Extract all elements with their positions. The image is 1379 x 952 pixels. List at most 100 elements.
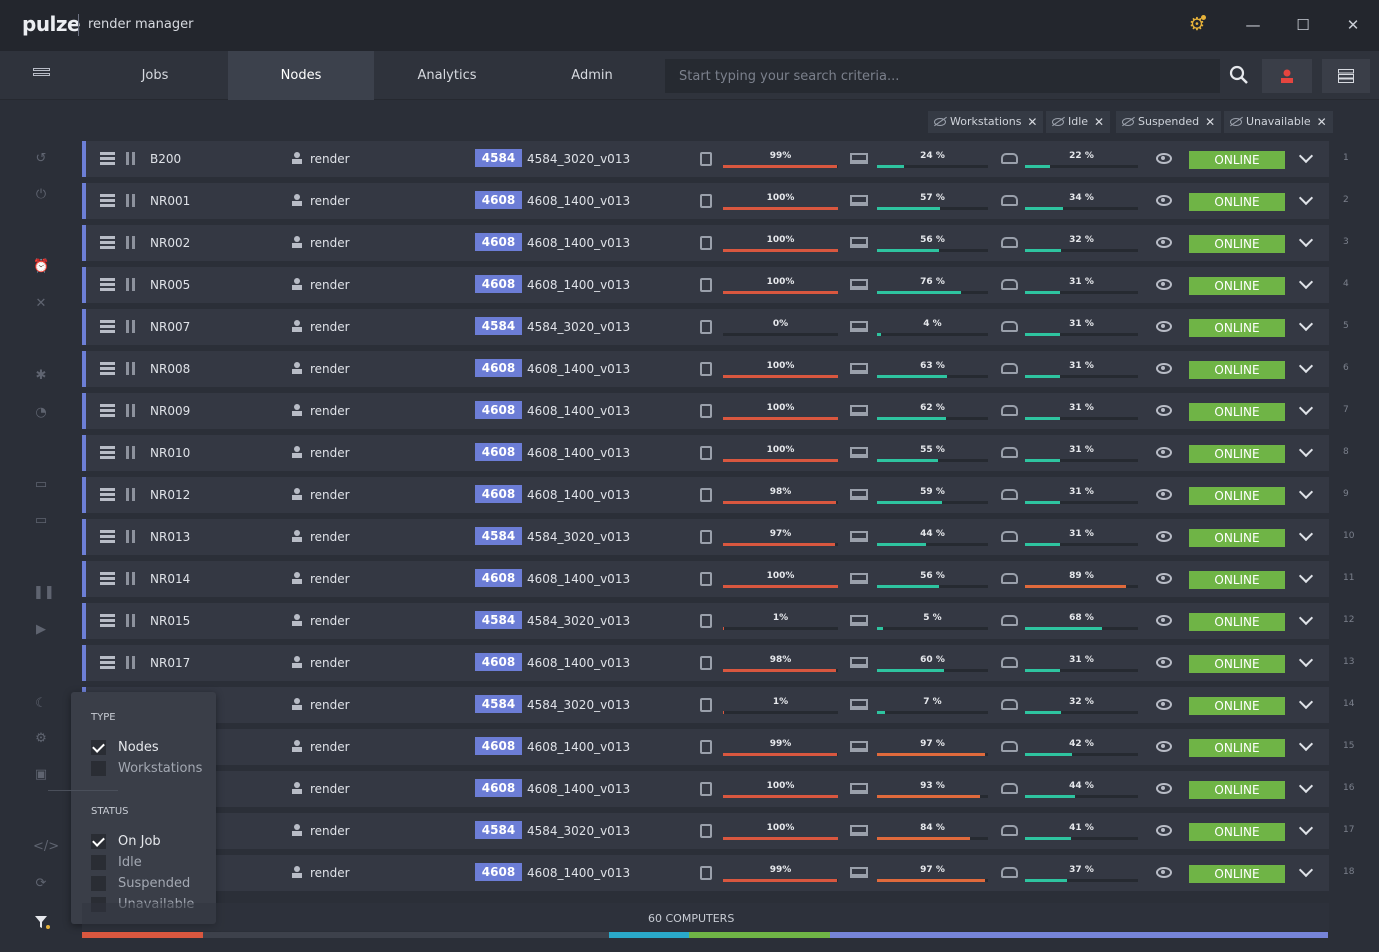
chevron-down-icon[interactable] bbox=[1298, 190, 1314, 206]
node-row[interactable]: NR012 render 4608 4608_1400_v013 98% 59 … bbox=[82, 477, 1349, 513]
job-id-badge[interactable]: 4584 bbox=[475, 821, 522, 839]
pause-node-icon[interactable] bbox=[126, 530, 135, 543]
job-id-badge[interactable]: 4608 bbox=[475, 779, 522, 797]
job-name[interactable]: 4584_3020_v013 bbox=[527, 530, 631, 544]
play-icon[interactable]: ▶ bbox=[36, 622, 46, 637]
job-id-badge[interactable]: 4584 bbox=[475, 527, 522, 545]
node-row[interactable]: NR007 render 4584 4584_3020_v013 0% 4 % … bbox=[82, 309, 1349, 345]
chevron-down-icon[interactable] bbox=[1298, 316, 1314, 332]
view-eye-icon[interactable] bbox=[1156, 867, 1172, 878]
job-name[interactable]: 4608_1400_v013 bbox=[527, 866, 631, 880]
chevron-down-icon[interactable] bbox=[1298, 358, 1314, 374]
filter-chip-workstations[interactable]: Workstations ✕ bbox=[928, 111, 1044, 133]
server-view-button[interactable] bbox=[1322, 59, 1370, 93]
view-eye-icon[interactable] bbox=[1156, 237, 1172, 248]
job-id-badge[interactable]: 4608 bbox=[475, 275, 522, 293]
job-name[interactable]: 4584_3020_v013 bbox=[527, 320, 631, 334]
filter-chip-idle[interactable]: Idle ✕ bbox=[1046, 111, 1111, 133]
chevron-down-icon[interactable] bbox=[1298, 274, 1314, 290]
type-option-nodes[interactable]: Nodes bbox=[91, 740, 159, 755]
job-name[interactable]: 4608_1400_v013 bbox=[527, 194, 631, 208]
view-eye-icon[interactable] bbox=[1156, 573, 1172, 584]
node-row[interactable]: render 4608 4608_1400_v013 99% 97 % 37 %… bbox=[82, 855, 1354, 891]
pause-node-icon[interactable] bbox=[126, 572, 135, 585]
chevron-down-icon[interactable] bbox=[1298, 610, 1314, 626]
minimize-button[interactable]: — bbox=[1245, 16, 1261, 34]
code-icon[interactable]: </> bbox=[33, 839, 60, 854]
node-row[interactable]: render 4608 4608_1400_v013 99% 97 % 42 %… bbox=[82, 729, 1354, 765]
pause-node-icon[interactable] bbox=[126, 404, 135, 417]
user-button[interactable] bbox=[1262, 59, 1312, 93]
view-eye-icon[interactable] bbox=[1156, 363, 1172, 374]
view-eye-icon[interactable] bbox=[1156, 531, 1172, 542]
job-name[interactable]: 4584_3020_v013 bbox=[527, 824, 631, 838]
node-row[interactable]: B200 render 4584 4584_3020_v013 99% 24 %… bbox=[82, 141, 1349, 177]
undo-icon[interactable]: ↺ bbox=[35, 151, 47, 166]
alarm-icon[interactable]: ⏰ bbox=[33, 259, 50, 274]
pause-node-icon[interactable] bbox=[126, 362, 135, 375]
job-name[interactable]: 4608_1400_v013 bbox=[527, 404, 631, 418]
tab-jobs[interactable]: Jobs bbox=[141, 68, 169, 83]
view-eye-icon[interactable] bbox=[1156, 699, 1172, 710]
pause-node-icon[interactable] bbox=[126, 278, 135, 291]
remove-chip-icon[interactable]: ✕ bbox=[1094, 115, 1105, 129]
chevron-down-icon[interactable] bbox=[1298, 442, 1314, 458]
node-row[interactable]: NR015 render 4584 4584_3020_v013 1% 5 % … bbox=[82, 603, 1354, 639]
remove-chip-icon[interactable]: ✕ bbox=[1205, 115, 1216, 129]
type-option-workstations[interactable]: Workstations bbox=[91, 761, 202, 776]
menu-list-icon[interactable] bbox=[33, 68, 50, 82]
job-name[interactable]: 4608_1400_v013 bbox=[527, 236, 631, 250]
job-id-badge[interactable]: 4584 bbox=[475, 695, 522, 713]
view-eye-icon[interactable] bbox=[1156, 741, 1172, 752]
cpu-icon[interactable]: ▣ bbox=[34, 767, 48, 782]
chevron-down-icon[interactable] bbox=[1298, 568, 1314, 584]
moon-icon[interactable]: ☾ bbox=[35, 696, 47, 711]
pause-node-icon[interactable] bbox=[126, 614, 135, 627]
node-row[interactable]: render 4608 4608_1400_v013 100% 93 % 44 … bbox=[82, 771, 1354, 807]
pause-node-icon[interactable] bbox=[126, 320, 135, 333]
node-row[interactable]: NR010 render 4608 4608_1400_v013 100% 55… bbox=[82, 435, 1349, 471]
view-eye-icon[interactable] bbox=[1156, 615, 1172, 626]
view-eye-icon[interactable] bbox=[1156, 489, 1172, 500]
view-eye-icon[interactable] bbox=[1156, 321, 1172, 332]
node-row[interactable]: render 4584 4584_3020_v013 1% 7 % 32 % O… bbox=[82, 687, 1354, 723]
chevron-down-icon[interactable] bbox=[1298, 652, 1314, 668]
remove-chip-icon[interactable]: ✕ bbox=[1027, 115, 1038, 129]
search-icon[interactable] bbox=[1229, 65, 1249, 85]
job-id-badge[interactable]: 4584 bbox=[475, 317, 522, 335]
filter-chip-unavailable[interactable]: Unavailable ✕ bbox=[1224, 111, 1333, 133]
chevron-down-icon[interactable] bbox=[1298, 736, 1314, 752]
close-icon[interactable]: ✕ bbox=[35, 296, 47, 311]
bug-icon[interactable]: ✱ bbox=[35, 368, 47, 383]
remove-chip-icon[interactable]: ✕ bbox=[1316, 115, 1327, 129]
checkbox-unchecked[interactable] bbox=[91, 761, 106, 776]
job-id-badge[interactable]: 4608 bbox=[475, 443, 522, 461]
refresh-icon[interactable]: ⟳ bbox=[35, 876, 47, 891]
job-id-badge[interactable]: 4608 bbox=[475, 485, 522, 503]
view-eye-icon[interactable] bbox=[1156, 825, 1172, 836]
job-name[interactable]: 4608_1400_v013 bbox=[527, 656, 631, 670]
view-eye-icon[interactable] bbox=[1156, 153, 1172, 164]
view-eye-icon[interactable] bbox=[1156, 783, 1172, 794]
job-name[interactable]: 4608_1400_v013 bbox=[527, 740, 631, 754]
view-eye-icon[interactable] bbox=[1156, 195, 1172, 206]
node-row[interactable]: NR002 render 4608 4608_1400_v013 100% 56… bbox=[82, 225, 1349, 261]
view-eye-icon[interactable] bbox=[1156, 447, 1172, 458]
pause-node-icon[interactable] bbox=[126, 152, 135, 165]
view-eye-icon[interactable] bbox=[1156, 405, 1172, 416]
pause-node-icon[interactable] bbox=[126, 194, 135, 207]
job-id-badge[interactable]: 4608 bbox=[475, 863, 522, 881]
chevron-down-icon[interactable] bbox=[1298, 484, 1314, 500]
node-row[interactable]: NR013 render 4584 4584_3020_v013 97% 44 … bbox=[82, 519, 1354, 555]
job-id-badge[interactable]: 4608 bbox=[475, 191, 522, 209]
checkbox-unchecked[interactable] bbox=[91, 855, 106, 870]
gauge-icon[interactable]: ◔ bbox=[35, 405, 47, 420]
pause-node-icon[interactable] bbox=[126, 236, 135, 249]
job-name[interactable]: 4608_1400_v013 bbox=[527, 278, 631, 292]
job-name[interactable]: 4608_1400_v013 bbox=[527, 362, 631, 376]
job-id-badge[interactable]: 4608 bbox=[475, 401, 522, 419]
tab-nodes[interactable]: Nodes bbox=[228, 51, 374, 100]
node-row[interactable]: NR008 render 4608 4608_1400_v013 100% 63… bbox=[82, 351, 1349, 387]
settings-gear-icon[interactable]: ⚙ bbox=[1188, 14, 1206, 35]
chevron-down-icon[interactable] bbox=[1298, 400, 1314, 416]
